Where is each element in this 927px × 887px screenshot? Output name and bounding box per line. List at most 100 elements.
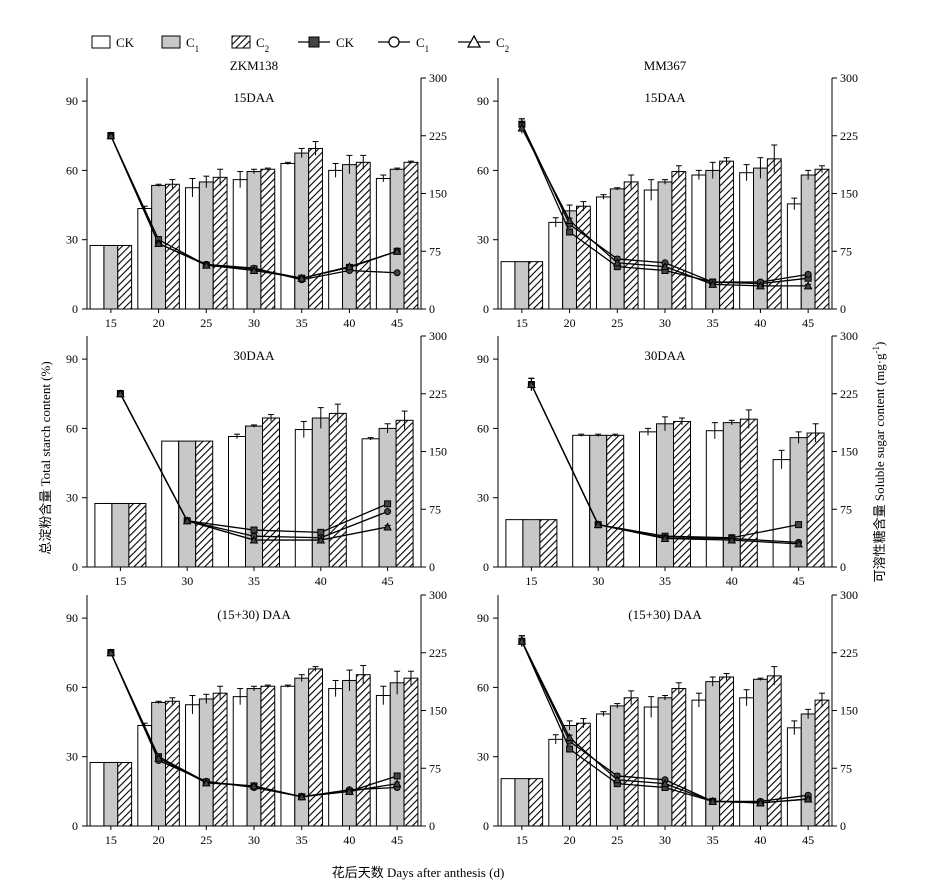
- triangle-marker: [708, 279, 718, 288]
- triangle-marker: [154, 238, 163, 248]
- triangle-marker: [182, 516, 192, 525]
- triangle-marker: [383, 522, 392, 531]
- triangle-marker: [708, 796, 718, 805]
- right-tick-label: 300: [840, 329, 858, 343]
- variety-label: ZKM138: [230, 58, 278, 73]
- x-tick-label: 40: [726, 574, 738, 588]
- right-tick-label: 150: [840, 187, 858, 201]
- left-tick-label: 30: [477, 491, 489, 505]
- bar: [228, 435, 246, 568]
- left-tick-label: 60: [66, 421, 78, 435]
- bar: [623, 181, 639, 310]
- bar: [789, 437, 808, 568]
- square-marker: [250, 526, 258, 534]
- left-tick-label: 60: [66, 680, 78, 694]
- x-tick-label: 25: [611, 316, 623, 330]
- left-tick-label: 30: [477, 233, 489, 247]
- triangle-marker: [527, 379, 536, 389]
- bar: [328, 688, 344, 827]
- bar: [705, 169, 721, 310]
- bar: [548, 221, 564, 310]
- left-tick-label: 90: [66, 94, 78, 108]
- left-tick-label: 0: [72, 302, 78, 316]
- right-tick-label: 0: [840, 819, 846, 833]
- right-tick-label: 0: [429, 819, 435, 833]
- triangle-marker: [316, 535, 326, 544]
- right-tick-label: 0: [429, 302, 435, 316]
- right-tick-label: 225: [429, 129, 447, 143]
- circle-marker: [393, 269, 401, 277]
- bar: [361, 438, 380, 568]
- bar: [355, 674, 371, 827]
- bar: [395, 419, 414, 568]
- x-tick-label: 45: [382, 574, 394, 588]
- left-tick-label: 60: [477, 680, 489, 694]
- right-tick-label: 75: [429, 244, 441, 258]
- legend-bar-swatch: [161, 35, 181, 49]
- bar: [111, 502, 130, 568]
- bar: [294, 152, 310, 310]
- bar: [280, 162, 296, 310]
- chart-panel: 0 30 60 90 0 75 150 225 300 15 20 25 30 35 40 45 (15+30)…: [66, 588, 447, 847]
- left-tick-label: 30: [66, 491, 78, 505]
- right-tick-label: 300: [429, 329, 447, 343]
- bar: [548, 738, 564, 827]
- x-tick-label: 20: [564, 316, 576, 330]
- left-tick-label: 90: [477, 352, 489, 366]
- triangle-marker: [297, 792, 307, 801]
- right-tick-label: 150: [840, 445, 858, 459]
- triangle-marker: [106, 648, 116, 657]
- right-tick-label: 0: [429, 560, 435, 574]
- right-tick-label: 150: [429, 187, 447, 201]
- square-marker: [566, 745, 574, 753]
- right-tick-label: 225: [840, 129, 858, 143]
- triangle-marker: [249, 535, 259, 544]
- bar: [308, 147, 323, 310]
- left-tick-label: 90: [477, 94, 489, 108]
- x-axis-label: 花后天数 Days after anthesis (d): [332, 865, 505, 880]
- right-tick-label: 75: [840, 502, 852, 516]
- bar: [814, 168, 830, 310]
- bar: [609, 188, 625, 310]
- bar: [589, 434, 608, 568]
- x-tick-label: 30: [248, 833, 260, 847]
- panel-title: (15+30) DAA: [628, 607, 702, 622]
- x-tick-label: 35: [659, 574, 671, 588]
- bar: [656, 423, 674, 568]
- circle-marker: [804, 270, 812, 278]
- triangle-marker: [517, 123, 527, 132]
- bar: [539, 519, 558, 568]
- right-tick-label: 75: [429, 761, 441, 775]
- bar: [355, 161, 371, 310]
- panel-title: 30DAA: [233, 348, 275, 363]
- legend-bar-swatch: [231, 35, 251, 49]
- bar: [719, 160, 734, 310]
- bar: [375, 177, 391, 310]
- chart-panel: 0 30 60 90 0 75 150 225 300 15 20 25 30 35 40 45 15DAA ZK…: [66, 58, 447, 330]
- bar: [575, 722, 591, 827]
- legend-circle-marker: [388, 36, 400, 48]
- panel-title: 15DAA: [233, 90, 275, 105]
- bar: [691, 174, 707, 310]
- bar: [800, 713, 816, 827]
- x-tick-label: 40: [343, 833, 355, 847]
- x-tick-label: 20: [153, 316, 165, 330]
- triangle-marker: [803, 794, 813, 803]
- circle-marker: [384, 508, 392, 516]
- left-tick-label: 90: [66, 352, 78, 366]
- left-tick-label: 30: [477, 750, 489, 764]
- bar: [606, 434, 625, 568]
- x-tick-label: 45: [793, 574, 805, 588]
- bar: [178, 440, 197, 568]
- legend-bar-label: C2: [256, 35, 269, 54]
- bar: [719, 676, 734, 827]
- x-tick-label: 35: [248, 574, 260, 588]
- left-tick-label: 0: [72, 819, 78, 833]
- triangle-marker: [392, 246, 402, 255]
- triangle-marker: [660, 779, 670, 788]
- x-tick-label: 40: [315, 574, 327, 588]
- right-tick-label: 150: [429, 704, 447, 718]
- right-tick-label: 300: [429, 71, 447, 85]
- bar: [575, 205, 591, 310]
